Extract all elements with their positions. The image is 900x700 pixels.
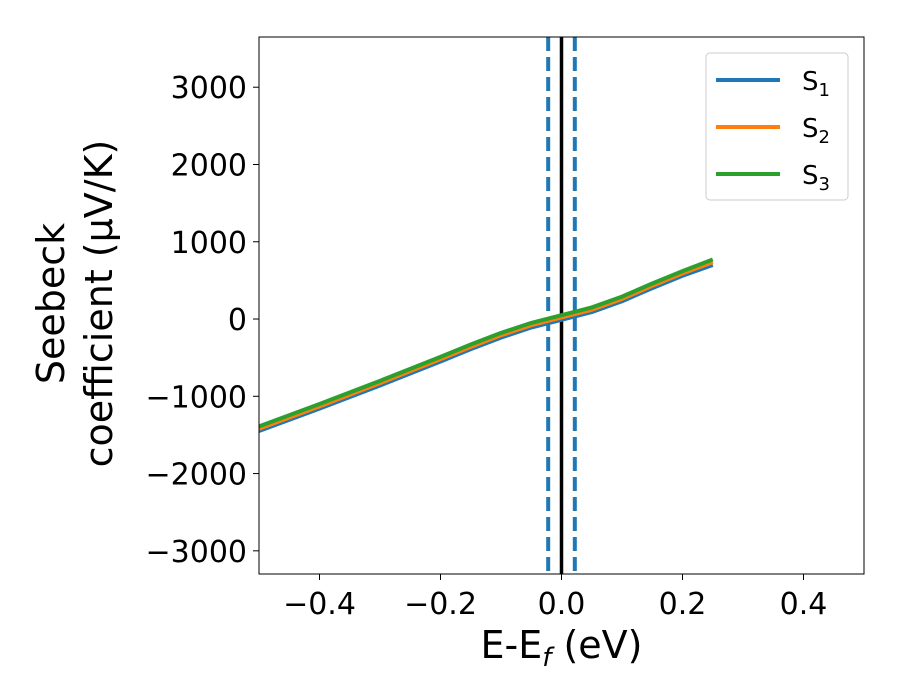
y-tick-label: −3000 [146,535,247,570]
x-tick-label: 0.2 [659,587,707,622]
legend: S1 S2 S3 [705,52,849,201]
vertical-reference-lines [546,37,577,574]
series-line-s3 [259,257,714,429]
ticks-layer [253,86,804,580]
y-axis-title: Seebeck coefficient (μV/K) [29,140,121,468]
legend-label-s3: S3 [802,161,830,195]
series-layer [259,257,714,433]
y-tick-label: 2000 [171,148,247,183]
x-axis-title: E-Ef (eV) [481,623,643,673]
y-tick-label: −1000 [146,380,247,415]
x-tick-label: 0.0 [538,587,586,622]
series-line-s1 [259,263,714,433]
x-axis-title-unit: (eV) [551,623,642,667]
x-tick-label: −0.4 [283,587,356,622]
series-line-s2 [259,260,714,431]
y-tick-label: −2000 [146,458,247,493]
y-axis-title-line1: Seebeck [29,223,73,384]
y-tick-label: 1000 [171,226,247,261]
x-tick-label: 0.4 [780,587,828,622]
y-axis-title-line2: coefficient (μV/K) [77,140,121,468]
y-tick-label: 0 [228,303,247,338]
tick-labels-layer: −0.4 −0.2 0.0 0.2 0.4 −3000 −2000 −1000 0 1000 200… [146,71,828,622]
y-tick-label: 3000 [171,71,247,106]
x-tick-label: −0.2 [404,587,477,622]
legend-label-s1: S1 [802,67,830,101]
legend-label-s2: S2 [802,114,830,148]
x-axis-title-main: E-E [481,623,543,667]
